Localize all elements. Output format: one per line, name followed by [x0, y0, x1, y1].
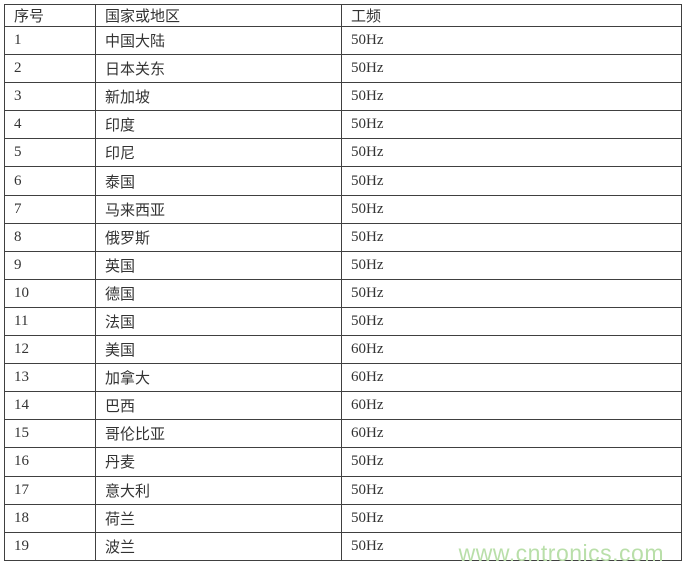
power-frequency-table: 序号 国家或地区 工频 1 中国大陆 50Hz 2 日本关东 50Hz 3 新加坡 50Hz 4 印… — [4, 4, 682, 562]
seq-cell: 2 — [4, 54, 96, 84]
table-row: 4 印度 50Hz — [4, 110, 682, 140]
table-row: 18 荷兰 50Hz — [4, 503, 682, 533]
seq-cell: 6 — [4, 166, 96, 196]
freq-cell: 50Hz — [341, 475, 682, 505]
table-row: 10 德国 50Hz — [4, 278, 682, 308]
table-row: 13 加拿大 60Hz — [4, 363, 682, 393]
region-cell: 俄罗斯 — [95, 222, 342, 252]
region-cell: 印尼 — [95, 138, 342, 168]
region-cell: 德国 — [95, 278, 342, 308]
table-row: 17 意大利 50Hz — [4, 475, 682, 505]
region-cell: 波兰 — [95, 531, 342, 562]
freq-cell: 50Hz — [341, 278, 682, 308]
table-row: 2 日本关东 50Hz — [4, 54, 682, 84]
region-cell: 英国 — [95, 250, 342, 280]
seq-cell: 16 — [4, 447, 96, 477]
region-cell: 加拿大 — [95, 363, 342, 393]
seq-cell: 17 — [4, 475, 96, 505]
table-row: 7 马来西亚 50Hz — [4, 194, 682, 224]
table-row: 6 泰国 50Hz — [4, 166, 682, 196]
region-cell: 中国大陆 — [95, 25, 342, 56]
seq-cell: 9 — [4, 250, 96, 280]
freq-cell: 60Hz — [341, 419, 682, 449]
region-cell: 马来西亚 — [95, 194, 342, 224]
freq-cell: 50Hz — [341, 138, 682, 168]
table-body: 1 中国大陆 50Hz 2 日本关东 50Hz 3 新加坡 50Hz 4 印度 50Hz 5 印尼 50Hz… — [4, 25, 682, 562]
region-cell: 巴西 — [95, 391, 342, 421]
table-row: 11 法国 50Hz — [4, 306, 682, 337]
region-cell: 日本关东 — [95, 54, 342, 84]
freq-cell: 50Hz — [341, 25, 682, 56]
column-header-seq: 序号 — [4, 4, 96, 27]
seq-cell: 13 — [4, 363, 96, 393]
region-cell: 法国 — [95, 306, 342, 337]
table-row: 14 巴西 60Hz — [4, 391, 682, 421]
freq-cell: 50Hz — [341, 166, 682, 196]
freq-cell: 60Hz — [341, 391, 682, 421]
table-row: 8 俄罗斯 50Hz — [4, 222, 682, 252]
freq-cell: 50Hz — [341, 194, 682, 224]
seq-cell: 14 — [4, 391, 96, 421]
table-row: 1 中国大陆 50Hz — [4, 25, 682, 56]
seq-cell: 7 — [4, 194, 96, 224]
seq-cell: 1 — [4, 25, 96, 56]
freq-cell: 50Hz — [341, 306, 682, 337]
table-row: 12 美国 60Hz — [4, 335, 682, 365]
region-cell: 荷兰 — [95, 503, 342, 533]
column-header-freq: 工频 — [341, 4, 682, 27]
column-header-region: 国家或地区 — [95, 4, 342, 27]
region-cell: 美国 — [95, 335, 342, 365]
table-row: 19 波兰 50Hz — [4, 531, 682, 562]
freq-cell: 50Hz — [341, 222, 682, 252]
seq-cell: 18 — [4, 503, 96, 533]
table-row: 16 丹麦 50Hz — [4, 447, 682, 477]
freq-cell: 50Hz — [341, 531, 682, 562]
region-cell: 泰国 — [95, 166, 342, 196]
freq-cell: 50Hz — [341, 54, 682, 84]
freq-cell: 60Hz — [341, 363, 682, 393]
region-cell: 新加坡 — [95, 82, 342, 112]
seq-cell: 8 — [4, 222, 96, 252]
region-cell: 印度 — [95, 110, 342, 140]
seq-cell: 19 — [4, 531, 96, 562]
seq-cell: 12 — [4, 335, 96, 365]
header-row: 序号 国家或地区 工频 — [4, 4, 682, 27]
table-row: 15 哥伦比亚 60Hz — [4, 419, 682, 449]
seq-cell: 5 — [4, 138, 96, 168]
table-row: 5 印尼 50Hz — [4, 138, 682, 168]
freq-cell: 50Hz — [341, 447, 682, 477]
seq-cell: 3 — [4, 82, 96, 112]
region-cell: 意大利 — [95, 475, 342, 505]
freq-cell: 50Hz — [341, 503, 682, 533]
table-row: 9 英国 50Hz — [4, 250, 682, 280]
freq-cell: 50Hz — [341, 82, 682, 112]
freq-cell: 50Hz — [341, 250, 682, 280]
seq-cell: 11 — [4, 306, 96, 337]
seq-cell: 15 — [4, 419, 96, 449]
table-row: 3 新加坡 50Hz — [4, 82, 682, 112]
freq-cell: 50Hz — [341, 110, 682, 140]
freq-cell: 60Hz — [341, 335, 682, 365]
seq-cell: 4 — [4, 110, 96, 140]
region-cell: 丹麦 — [95, 447, 342, 477]
seq-cell: 10 — [4, 278, 96, 308]
region-cell: 哥伦比亚 — [95, 419, 342, 449]
